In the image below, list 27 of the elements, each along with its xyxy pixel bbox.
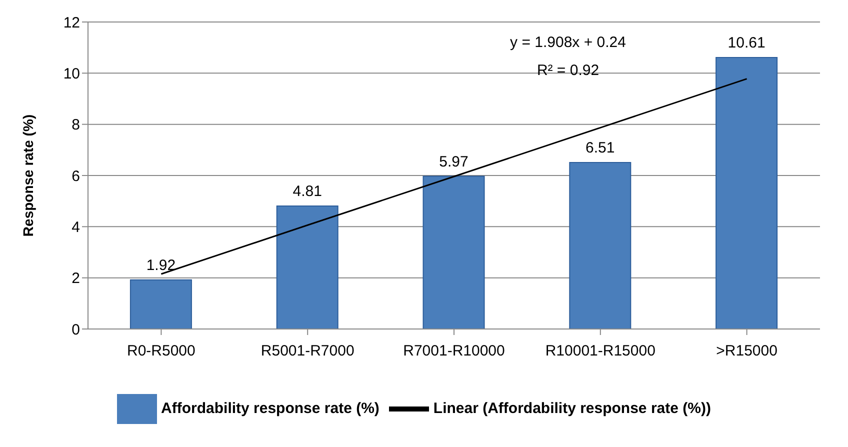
x-tick-label: R0-R5000 xyxy=(127,342,196,360)
bar xyxy=(276,205,338,329)
y-tick-label: 12 xyxy=(63,14,80,32)
data-label: 5.97 xyxy=(439,153,468,170)
y-axis-title: Response rate (%) xyxy=(20,114,36,237)
y-tick-label: 6 xyxy=(72,168,80,185)
y-tick-label: 0 xyxy=(72,321,80,338)
data-label: 4.81 xyxy=(292,182,322,200)
annotation: R² = 0.92 xyxy=(536,62,600,79)
bar xyxy=(716,57,778,329)
x-tick-label: R7001-R10000 xyxy=(403,342,505,360)
data-label: 6.51 xyxy=(586,139,615,156)
bar xyxy=(422,176,485,329)
bar xyxy=(130,279,192,329)
legend-label: Affordability response rate (%) xyxy=(161,400,380,417)
legend-label: Linear (Affordability response rate (%)) xyxy=(433,400,711,417)
annotation: y = 1.908x + 0.24 xyxy=(509,34,627,51)
x-tick-label: >R15000 xyxy=(716,342,778,360)
bar xyxy=(569,162,632,329)
data-label: 10.61 xyxy=(728,34,766,52)
x-tick-label: R5001-R7000 xyxy=(260,342,354,360)
data-label: 1.92 xyxy=(146,256,176,274)
x-tick-label: R10001-R15000 xyxy=(545,342,656,360)
y-tick-label: 4 xyxy=(72,218,80,236)
y-tick-label: 10 xyxy=(63,65,80,82)
y-tick-label: 8 xyxy=(72,116,80,134)
y-tick-label: 2 xyxy=(72,270,80,288)
